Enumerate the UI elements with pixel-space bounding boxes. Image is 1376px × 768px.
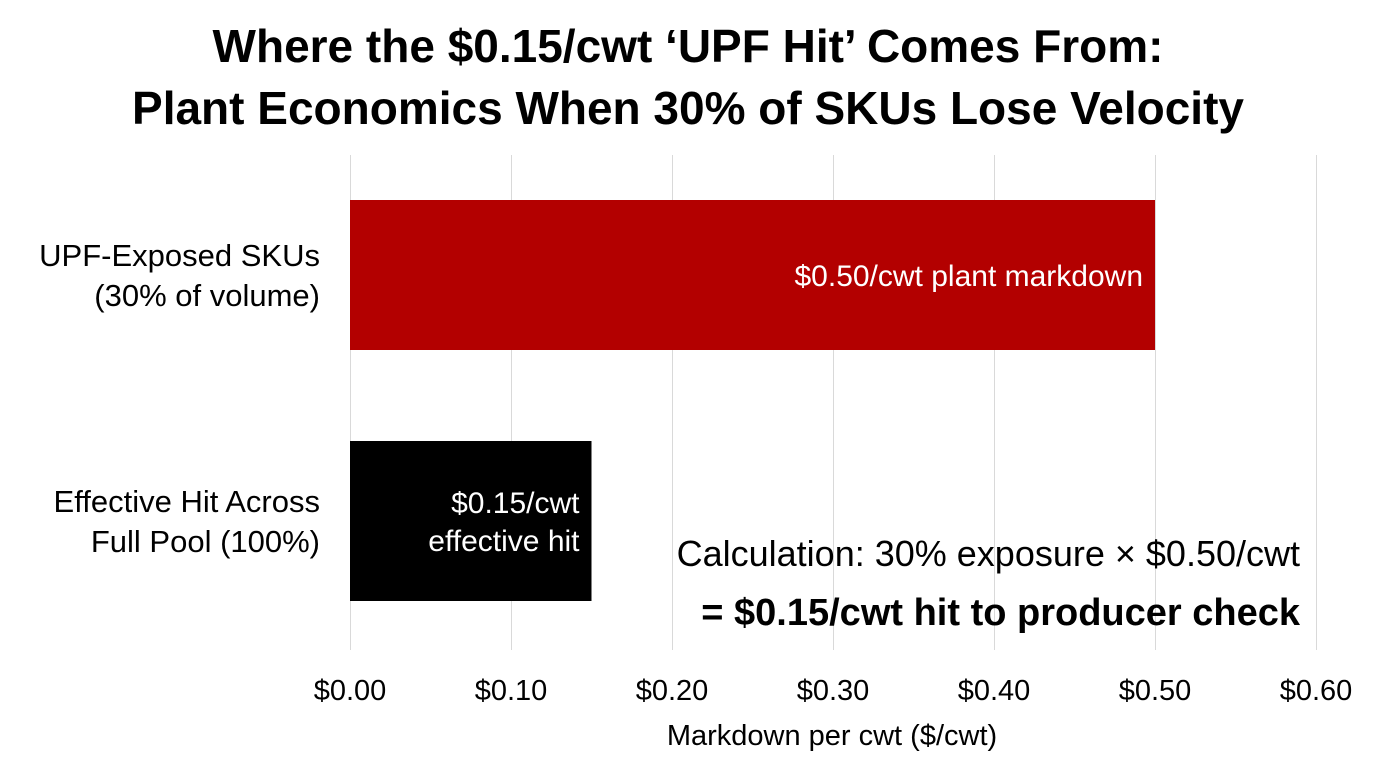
x-tick-label-2: $0.20: [636, 675, 709, 707]
x-axis-tick-labels: $0.00 $0.10 $0.20 $0.30 $0.40 $0.50 $0.60: [314, 675, 1353, 707]
x-tick-label-1: $0.10: [475, 675, 548, 707]
calculation-line-1: Calculation: 30% exposure × $0.50/cwt: [677, 533, 1300, 574]
bar-1: [350, 441, 592, 601]
category-labels: UPF-Exposed SKUs (30% of volume) Effective…: [39, 238, 320, 559]
category-label-0-line-1: (30% of volume): [94, 278, 320, 313]
chart-title-line-1: Where the $0.15/cwt ‘UPF Hit’ Comes From…: [213, 20, 1164, 72]
bar-0-data-label-0: $0.50/cwt plant markdown: [794, 260, 1143, 293]
x-tick-label-4: $0.40: [958, 675, 1031, 707]
bar-1-data-label-1: effective hit: [428, 525, 580, 558]
category-label-1-line-1: Full Pool (100%): [91, 524, 320, 559]
bar-0: [350, 200, 1155, 350]
category-label-1-line-0: Effective Hit Across: [54, 484, 320, 519]
x-axis-title: Markdown per cwt ($/cwt): [667, 720, 997, 752]
x-tick-label-6: $0.60: [1280, 675, 1353, 707]
bars: $0.50/cwt plant markdown $0.15/cwt effecti…: [350, 200, 1155, 601]
chart-title-line-2: Plant Economics When 30% of SKUs Lose Ve…: [132, 82, 1244, 134]
x-tick-label-5: $0.50: [1119, 675, 1192, 707]
bar-1-data-label-0: $0.15/cwt: [451, 487, 580, 520]
calculation-annotation: Calculation: 30% exposure × $0.50/cwt = …: [677, 533, 1301, 634]
chart-title: Where the $0.15/cwt ‘UPF Hit’ Comes From…: [132, 20, 1244, 134]
x-tick-label-0: $0.00: [314, 675, 387, 707]
calculation-line-2: = $0.15/cwt hit to producer check: [701, 592, 1301, 634]
category-label-0-line-0: UPF-Exposed SKUs: [39, 238, 320, 273]
x-tick-label-3: $0.30: [797, 675, 870, 707]
